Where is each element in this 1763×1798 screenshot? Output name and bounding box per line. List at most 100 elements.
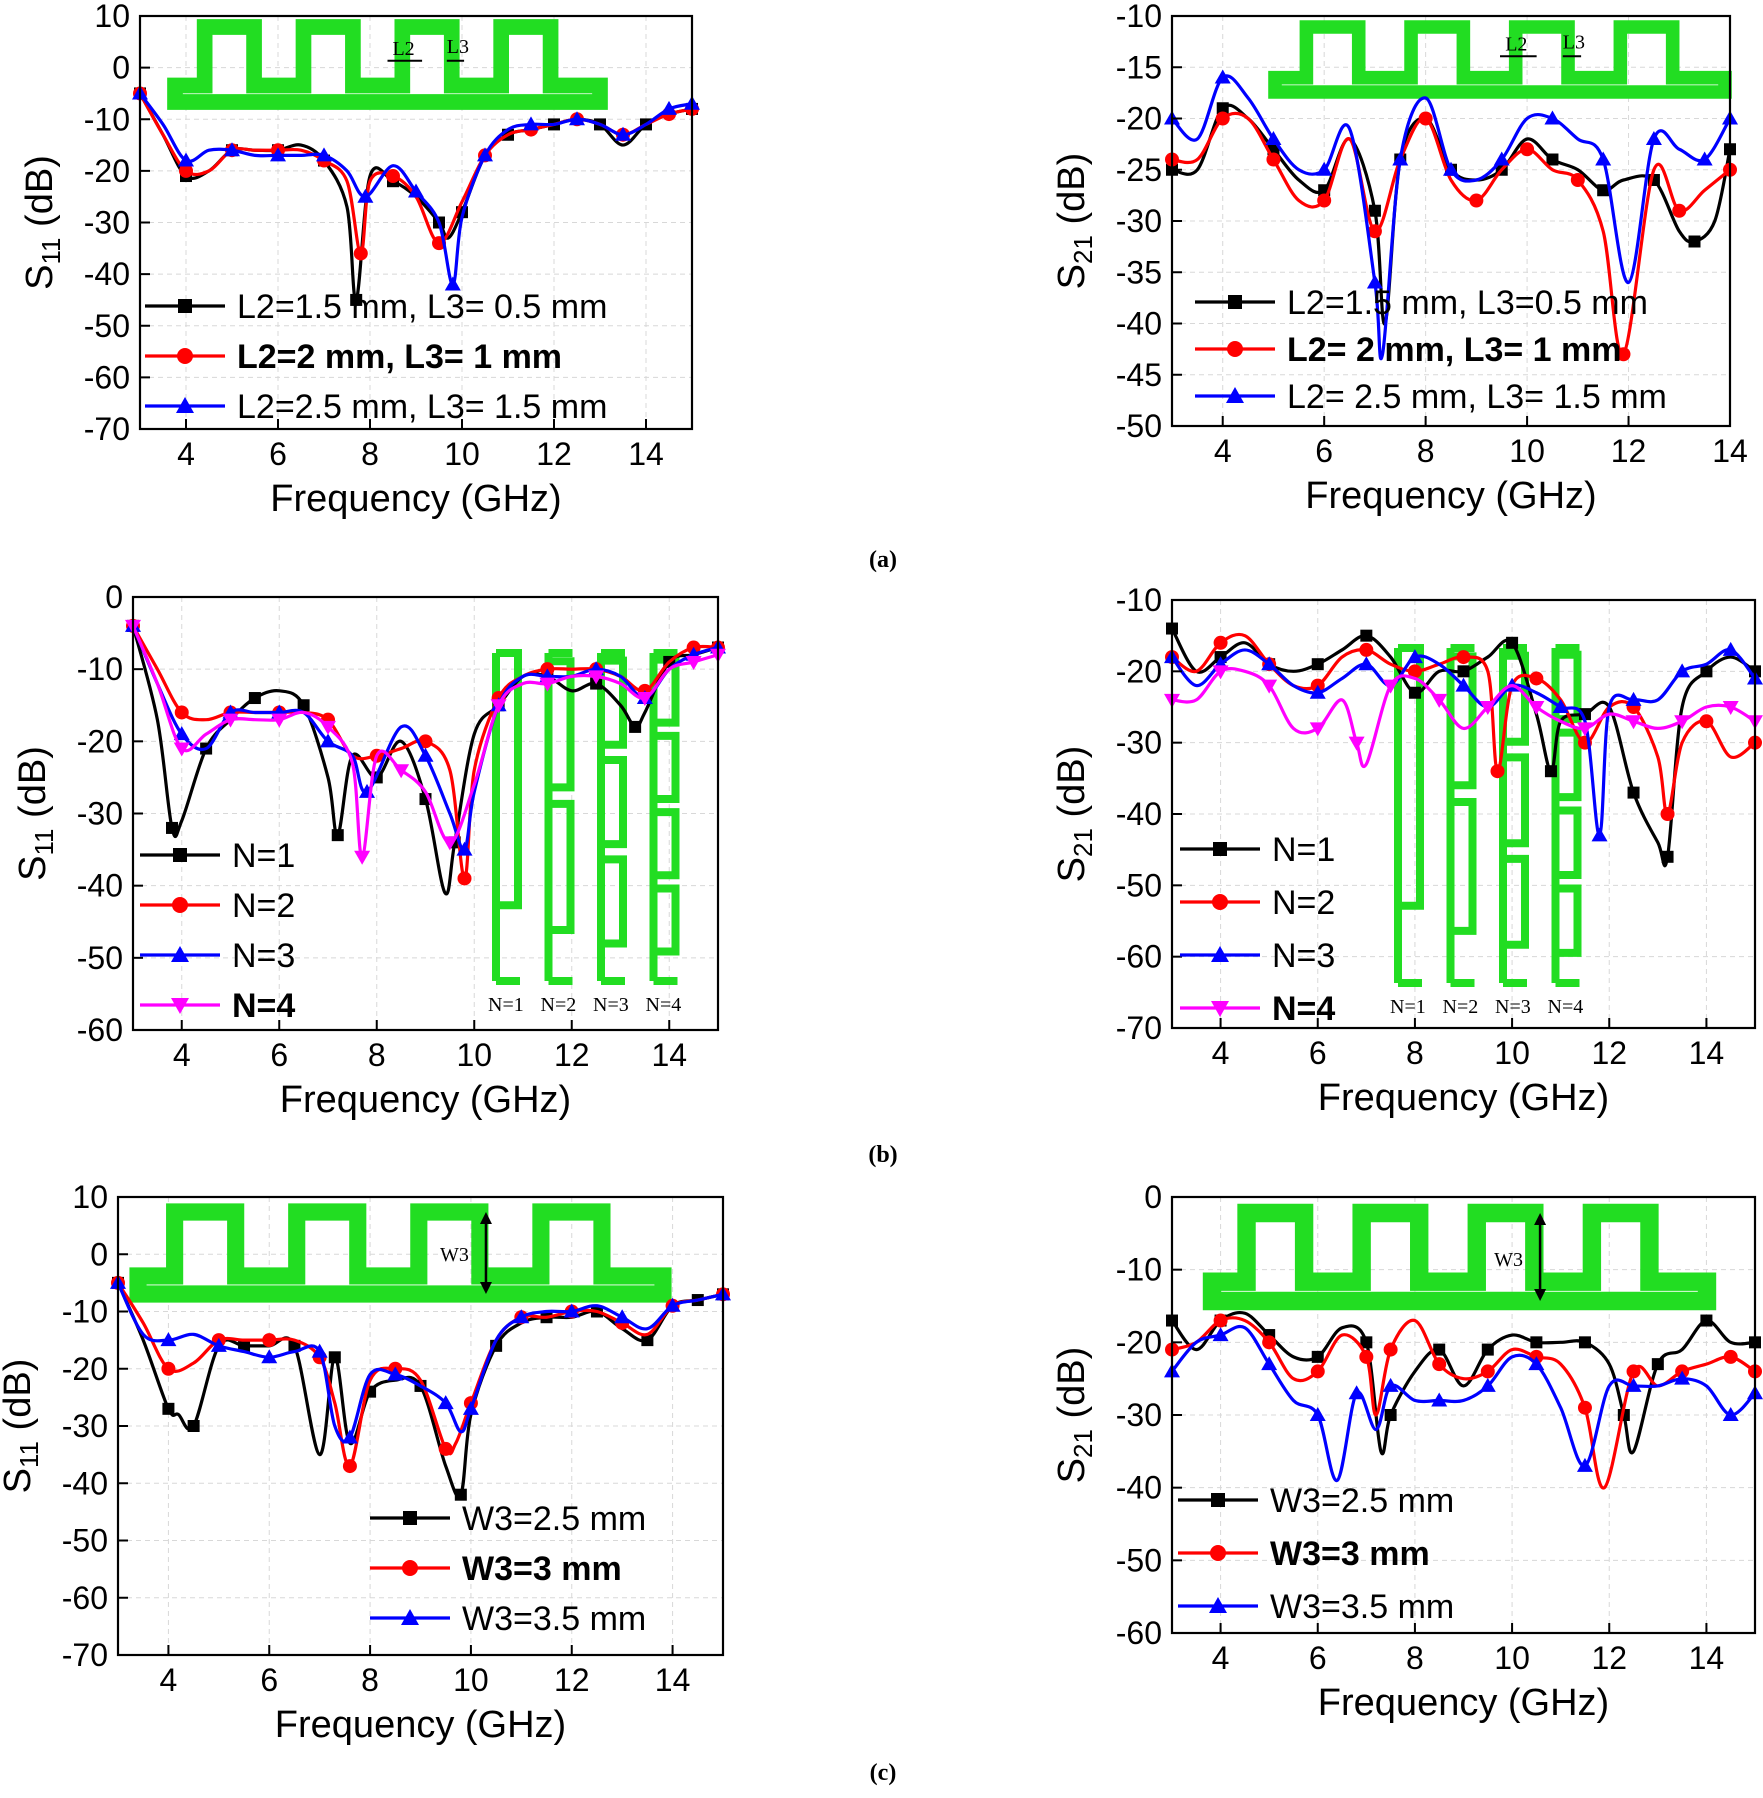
marker-triangle [1674, 663, 1691, 678]
x-axis-label: Frequency (GHz) [270, 478, 561, 520]
series-line [138, 92, 693, 256]
legend-item: W3=2.5 mm [1178, 1482, 1454, 1520]
marker-triangle-down [1479, 701, 1496, 715]
y-tick-label: -50 [1116, 408, 1162, 444]
inset-stub-step [1503, 854, 1529, 949]
x-tick-label: 4 [160, 1662, 178, 1698]
marker-circle [402, 1560, 418, 1576]
marker-circle [262, 1333, 277, 1348]
marker-triangle [661, 100, 677, 115]
x-tick-label: 14 [655, 1662, 691, 1698]
legend-item: L2=2.5 mm, L3= 1.5 mm [145, 388, 607, 426]
legend-label: N=2 [232, 887, 295, 925]
inset-meander-shape [167, 19, 608, 110]
inset-graphic: N=1 N=2 N=3 N=4 [488, 649, 681, 1016]
marker-square [162, 1402, 175, 1415]
marker-square [1360, 1336, 1373, 1349]
legend-item: L2=1.5 mm, L3=0.5 mm [1195, 284, 1648, 322]
y-tick-label: -70 [1116, 1010, 1162, 1046]
inset-arrowhead [479, 1282, 492, 1294]
series-line [1170, 1324, 1757, 1483]
marker-triangle [320, 733, 336, 748]
marker-square [641, 1334, 654, 1347]
marker-square [173, 848, 187, 862]
marker-triangle [210, 1337, 227, 1352]
marker-square [1578, 1336, 1591, 1349]
marker-square [1506, 636, 1519, 649]
marker-circle [1456, 650, 1471, 665]
series-line [116, 1282, 724, 1468]
marker-circle [1407, 664, 1422, 679]
y-tick-label: 0 [1144, 1179, 1162, 1215]
x-tick-label: 10 [453, 1662, 489, 1698]
marker-square [1700, 1314, 1713, 1327]
y-tick-label: -30 [62, 1408, 108, 1444]
x-tick-label: 8 [368, 1037, 386, 1073]
marker-triangle [1443, 161, 1459, 176]
subfigure-label: (b) [868, 1142, 897, 1168]
series-line [1171, 1316, 1756, 1490]
y-tick-label: 0 [90, 1236, 108, 1272]
y-tick-label: -50 [77, 940, 123, 976]
y-tick-label: -20 [1116, 101, 1162, 137]
inset-stub-step [1555, 650, 1582, 724]
legend-item: W3=3 mm [370, 1550, 622, 1588]
marker-square [1213, 842, 1227, 856]
inset-stub-step [1555, 728, 1582, 802]
y-tick-label: -10 [77, 651, 123, 687]
y-axis-label-sub: 21 [1068, 828, 1098, 857]
marker-circle [418, 734, 433, 749]
x-tick-label: 10 [1494, 1035, 1530, 1071]
marker-triangle [1455, 677, 1472, 692]
marker-triangle [1576, 1457, 1593, 1472]
y-axis-label: S11 (dB) [0, 1359, 44, 1494]
legend-label: L2=1.5 mm, L3=0.5 mm [1287, 284, 1648, 322]
series-2 [133, 86, 699, 261]
legend-item: N=2 [140, 887, 295, 925]
marker-triangle-down [636, 692, 653, 707]
marker-circle [438, 1441, 453, 1456]
marker-triangle [456, 841, 473, 856]
inset-annotation-l3: L3 [447, 36, 469, 58]
marker-triangle-down [1431, 693, 1448, 708]
x-tick-label: 10 [444, 436, 480, 472]
y-axis-label-main: S [19, 265, 61, 290]
x-tick-label: 12 [554, 1037, 590, 1073]
marker-circle [174, 705, 189, 720]
marker-triangle [513, 1309, 530, 1324]
legend-label: N=2 [1272, 884, 1335, 922]
marker-triangle [1722, 641, 1739, 656]
marker-square [238, 1339, 251, 1352]
series-1 [1166, 1310, 1761, 1456]
marker-square [1700, 665, 1713, 678]
marker-triangle [408, 183, 424, 198]
inset-annotation-w3: W3 [440, 1244, 469, 1266]
y-tick-label: -25 [1116, 152, 1162, 188]
x-tick-label: 12 [536, 436, 572, 472]
y-tick-label: -30 [77, 796, 123, 832]
marker-triangle-down [588, 670, 605, 685]
legend-label: L2= 2 mm, L3= 1 mm [1287, 331, 1622, 369]
marker-triangle [1528, 1356, 1545, 1371]
y-tick-label: -10 [1116, 1252, 1162, 1288]
inset-stub-step [1555, 884, 1582, 957]
legend-item: W3=3 mm [1178, 1535, 1430, 1573]
y-tick-label: -10 [62, 1294, 108, 1330]
inset-meander-shape [129, 1203, 672, 1303]
legend-item: N=3 [1180, 937, 1335, 975]
y-tick-label: -60 [84, 359, 130, 395]
legend-label: N=3 [232, 937, 295, 975]
marker-circle [1432, 1357, 1447, 1372]
marker-triangle [1392, 151, 1409, 166]
x-tick-label: 6 [269, 436, 287, 472]
marker-triangle [261, 1349, 278, 1364]
y-tick-label: -50 [1116, 867, 1162, 903]
marker-square [178, 299, 192, 313]
y-tick-label: -70 [62, 1637, 108, 1673]
x-tick-label: 14 [1689, 1640, 1725, 1676]
series-3 [110, 1274, 731, 1444]
x-tick-label: 4 [1214, 433, 1232, 469]
legend-item: W3=3.5 mm [370, 1600, 646, 1638]
marker-square [1408, 686, 1421, 699]
marker-square [1688, 235, 1701, 248]
